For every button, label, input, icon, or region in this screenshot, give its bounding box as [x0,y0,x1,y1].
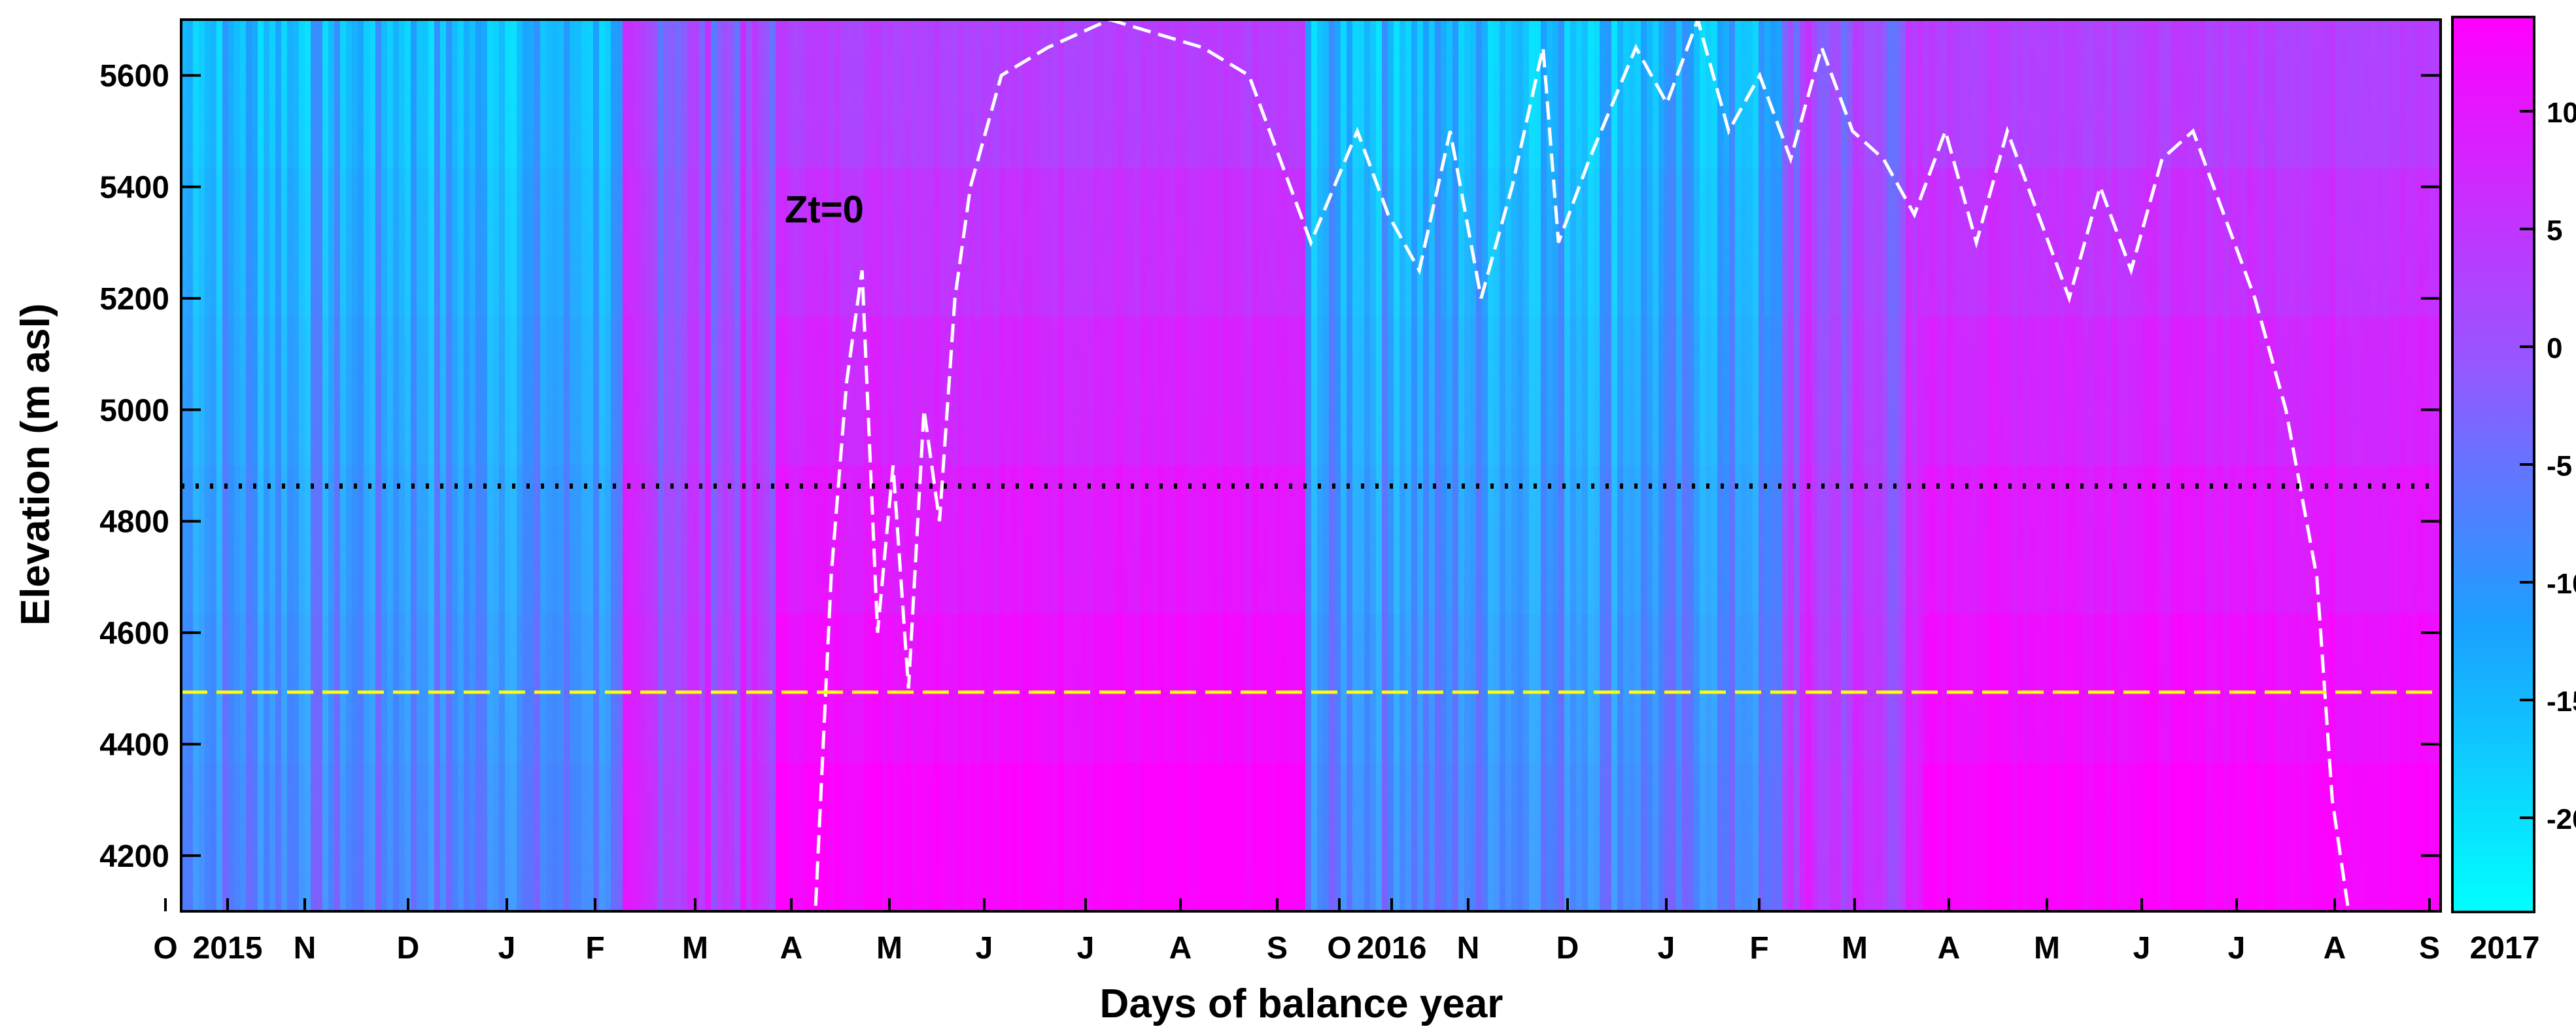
x-tick-label: M [1842,931,1868,966]
x-tick-label: O [153,931,177,966]
y-tick-label: 4600 [99,616,169,651]
x-tick-label: D [1556,931,1579,966]
colorbar-tick-label: -10 [2547,568,2576,600]
x-tick-label: M [876,931,902,966]
x-axis-label: Days of balance year [1100,981,1503,1026]
x-tick-label: N [1457,931,1480,966]
colorbar-tick-label: -20 [2547,803,2576,835]
x-tick-label: J [1077,931,1095,966]
x-tick-label: S [1267,931,1288,966]
y-tick-label: 5000 [99,393,169,428]
x-tick-label: F [585,931,604,966]
x-tick-label: S [2419,931,2440,966]
y-tick-label: 5200 [99,282,169,317]
x-tick-label: J [976,931,993,966]
x-tick-label: A [2324,931,2346,966]
plot-frame [180,18,2442,913]
x-axis-ticks: O 2015 N D J F M A M J J A S O 2016 N D J F M A M J J A S 2017 [153,898,2539,966]
colorbar-tick-label: -5 [2547,450,2572,482]
x-tick-label: 2015 [193,931,263,966]
y-tick-label: 5600 [99,59,169,94]
y-axis-label: Elevation (m asl) [13,304,58,626]
x-tick-label: F [1749,931,1768,966]
x-tick-label: A [1938,931,1961,966]
y-tick-label: 5400 [99,171,169,205]
y-tick-label: 4800 [99,505,169,540]
heatmap-bottom-shading [181,20,2441,911]
x-tick-label: J [2228,931,2246,966]
colorbar-ticks: -20 -15 -10 -5 0 5 10 [2520,97,2576,835]
x-tick-label: N [294,931,317,966]
x-tick-label: M [682,931,708,966]
x-tick-label: 2016 [1357,931,1427,966]
zero-isotherm-lines [814,20,2350,906]
x-tick-label: O [1327,931,1351,966]
colorbar-tick-label: -15 [2547,686,2576,718]
y-tick-label: 4400 [99,727,169,762]
x-tick-label: D [397,931,420,966]
y-axis-ticks: 4200 4400 4600 4800 5000 5200 5400 5600 [99,59,2441,874]
x-tick-label: J [498,931,516,966]
x-tick-label: A [1169,931,1192,966]
colorbar-tick-label: 5 [2547,215,2562,247]
zt-annotation: Zt=0 [785,188,864,231]
x-tick-label: J [1658,931,1675,966]
x-tick-label: A [780,931,803,966]
zero-isotherm-season1 [814,20,2350,906]
colorbar-tick-label: 0 [2547,332,2562,364]
colorbar-tick-label: 10 [2547,97,2576,129]
x-tick-label: M [2034,931,2060,966]
x-tick-label: 2017 [2470,931,2540,966]
x-tick-label: J [2133,931,2151,966]
y-tick-label: 4200 [99,839,169,874]
